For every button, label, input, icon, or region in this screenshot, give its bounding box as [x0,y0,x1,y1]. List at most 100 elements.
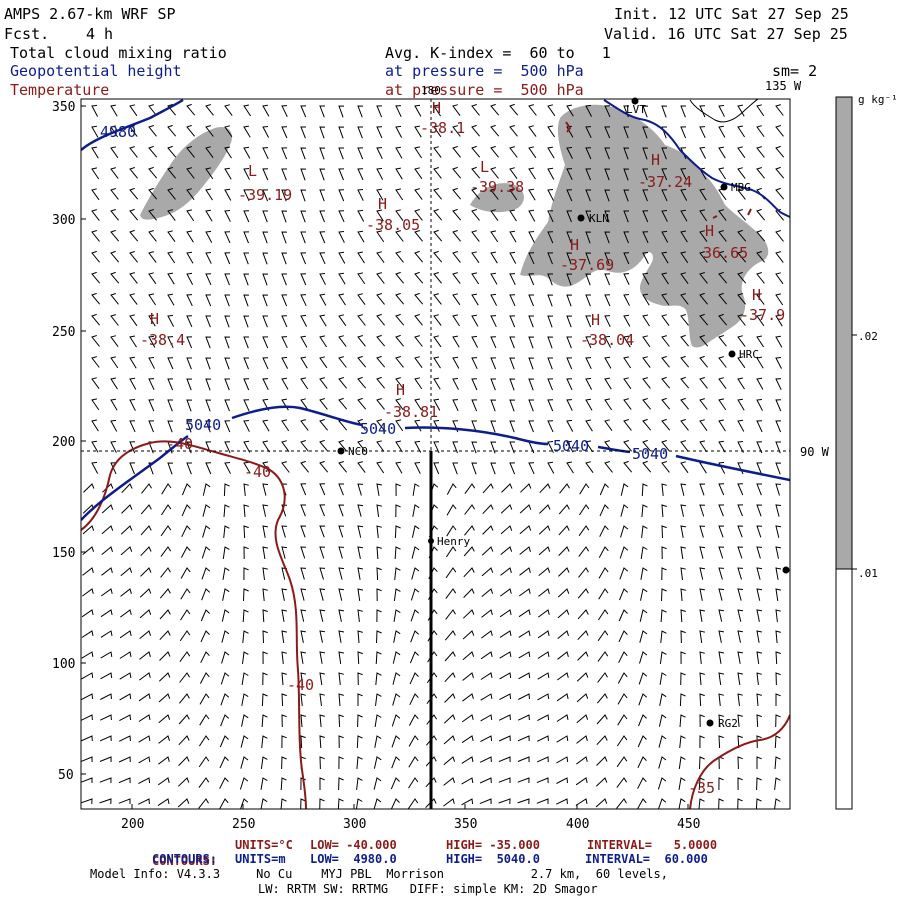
wind-barb [357,504,364,517]
wind-barb [110,314,119,326]
wind-barb [375,672,382,685]
wind-barb [81,693,94,701]
longitude-label-90w: 90 W [800,445,830,459]
wind-barb [186,420,193,433]
wind-barb [509,399,516,412]
wind-barb [775,293,784,306]
wind-barb [680,105,686,118]
wind-barb [698,798,705,809]
physics-info: LW: RRTM SW: RRTMG DIFF: simple KM: 2D S… [258,882,598,896]
wind-barb [661,293,670,306]
wind-barb [642,105,649,118]
wind-barb [148,420,155,433]
wind-barb [148,251,157,263]
wind-barb [101,546,113,555]
wind-barb [243,273,250,286]
wind-barb [604,231,611,244]
wind-barb [775,672,781,686]
wind-barb [205,146,214,158]
wind-barb [91,461,99,474]
wind-barb [528,273,535,286]
wind-barb [281,252,288,265]
wind-barb [547,461,555,474]
wind-barb [528,231,535,243]
wind-barb [411,546,420,559]
wind-barb [160,525,172,537]
wind-barb [281,630,288,643]
temp-contour-small [565,121,572,133]
wind-barb [376,419,385,431]
wind-barb [499,630,512,638]
wind-barb [595,777,608,787]
wind-barb [167,272,175,285]
coastline [603,99,790,218]
wind-barb [490,103,500,116]
wind-barb [186,103,196,116]
wind-barb [471,272,480,285]
wind-barb [99,756,112,763]
wind-barb [376,293,385,305]
wind-barb [556,777,568,784]
wind-barb [262,651,268,665]
wind-barb [756,462,763,475]
wind-barb [756,104,765,117]
wind-barb [262,273,269,286]
wind-barb [281,609,287,622]
wind-barb [679,693,686,707]
wind-barb [319,735,325,749]
wind-barb [618,609,628,622]
wind-barb [425,798,437,808]
wind-barb [392,693,401,706]
wind-barb [319,168,326,181]
wind-barb [599,483,609,496]
wind-barb [374,735,382,748]
colorbar-white [835,568,853,810]
wind-barb [452,356,460,369]
wind-barb [262,315,268,328]
wind-barb [376,567,382,581]
wind-barb [91,125,99,138]
wind-barb [433,229,443,242]
wind-barb [242,609,249,623]
wind-barb [518,609,531,618]
wind-barb [243,336,249,349]
wind-barb [699,251,708,263]
wind-barb [480,693,493,701]
wind-barb [129,272,138,284]
colorbar: g kg⁻¹ .02 .01 [835,93,898,810]
wind-barb [101,525,114,535]
field-cloud-label: Total cloud mixing ratio [10,44,227,62]
wind-barb [300,273,307,286]
wind-barb [356,735,363,749]
wind-barb [357,168,364,181]
wind-barb [319,525,326,538]
wind-barb [718,483,725,496]
height-high: HIGH= 5040.0 [446,852,540,866]
wind-barb [509,273,516,286]
wind-barb [119,630,132,639]
wind-barb [490,315,497,328]
wind-barb [243,125,251,138]
wind-barb [547,336,554,349]
wind-barb [262,398,270,411]
pressure-height-label: at pressure = 500 hPa [385,62,584,80]
wind-barb [661,397,671,410]
wind-barb [479,756,492,763]
wind-barb [604,461,613,473]
wind-barb [598,567,609,579]
wind-barb [355,798,363,809]
wind-barb [623,356,632,369]
wind-barb [180,609,191,621]
wind-barb [595,798,608,808]
wind-barb [129,293,138,305]
wind-barb [91,419,99,432]
wind-barb [281,273,287,286]
wind-barb [411,525,420,538]
wind-barb [138,777,151,785]
wind-barb [642,168,648,181]
wind-barb [199,672,210,684]
wind-barb [201,567,211,580]
wind-barb [756,314,765,327]
height-label: 5040 [185,416,221,434]
wind-barb [452,335,460,348]
